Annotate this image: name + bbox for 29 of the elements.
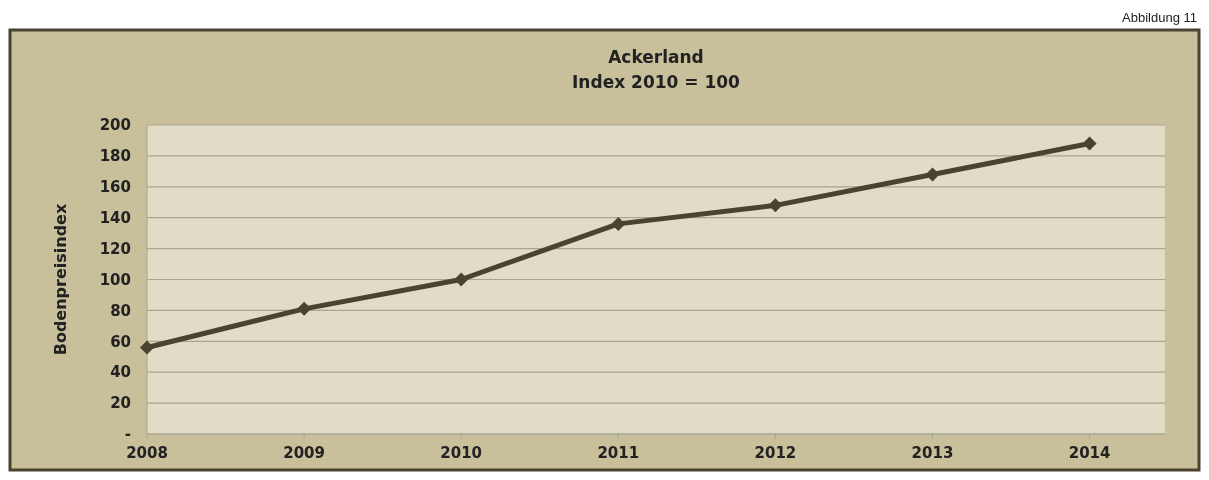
x-tick-label: 2013 [911, 444, 954, 462]
x-tick-label: 2010 [440, 444, 483, 462]
y-tick-label: 20 [110, 394, 131, 413]
x-tick-label: 2014 [1068, 444, 1111, 462]
y-tick-label: 140 [99, 208, 131, 227]
x-tick-label: 2012 [754, 444, 797, 462]
point [454, 272, 469, 287]
y-tick-label: 40 [110, 363, 131, 382]
point [297, 301, 312, 316]
point [140, 340, 154, 355]
y-tick-label: 80 [110, 301, 131, 320]
point [768, 198, 783, 213]
point [611, 216, 626, 231]
y-tick-label: 100 [99, 270, 131, 289]
x-tick-label: 2009 [283, 444, 325, 462]
y-tick-label: - [124, 425, 131, 444]
x-tick-label: 2011 [597, 444, 640, 462]
y-tick-label: 60 [110, 332, 131, 351]
chart-title: Ackerland [608, 47, 704, 67]
y-tick-label: 120 [99, 239, 131, 258]
chart-subtitle: Index 2010 = 100 [572, 72, 741, 92]
y-tick-label: 200 [99, 116, 131, 135]
point [925, 167, 940, 182]
y-tick-label: 180 [99, 147, 131, 166]
x-tick-label: 2008 [126, 444, 168, 462]
y-tick-label: 160 [99, 178, 131, 197]
y-axis-title: Bodenpreisindex [51, 203, 70, 356]
point [1082, 136, 1097, 151]
text: Abbildung 11 [1122, 10, 1197, 25]
